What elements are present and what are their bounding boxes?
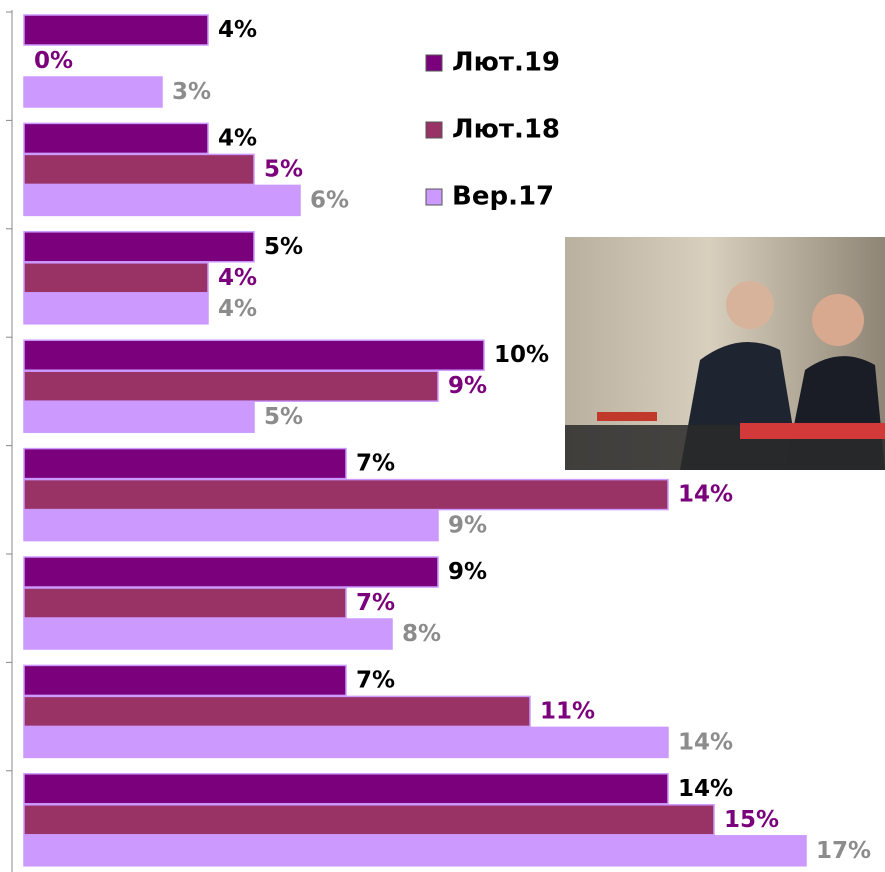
value-label: 4%: [218, 296, 257, 322]
bar: [23, 262, 209, 294]
bar: [23, 509, 439, 542]
value-label: 9%: [448, 373, 487, 399]
bar: [23, 618, 393, 650]
bar: [23, 339, 485, 371]
value-label: 5%: [264, 404, 303, 430]
bar: [23, 587, 347, 619]
bar: [23, 447, 347, 480]
value-label: 9%: [448, 513, 487, 539]
bar: [23, 695, 531, 728]
bar: [23, 76, 163, 108]
value-label: 4%: [218, 265, 257, 291]
value-label: 5%: [264, 156, 303, 182]
bar: [23, 804, 715, 836]
bar: [23, 231, 255, 263]
bar: [23, 664, 347, 697]
bar: [23, 478, 669, 511]
bar: [23, 773, 669, 805]
value-label: 5%: [264, 234, 303, 260]
bar: [23, 14, 209, 46]
value-label: 7%: [356, 451, 395, 477]
value-label: 4%: [218, 17, 257, 43]
value-label: 4%: [218, 125, 257, 151]
legend-swatch: [425, 121, 443, 139]
value-label: 17%: [816, 838, 871, 864]
value-label: 11%: [540, 698, 595, 724]
legend-label: Лют.19: [452, 48, 560, 78]
value-label: 14%: [678, 729, 733, 755]
value-label: 15%: [724, 807, 779, 833]
bar: [23, 184, 301, 217]
value-label: 7%: [356, 667, 395, 693]
legend-swatch: [425, 54, 443, 72]
bar: [23, 726, 669, 759]
bar: [23, 153, 255, 186]
legend-swatch: [425, 188, 443, 206]
value-label: 8%: [402, 621, 441, 647]
bar: [23, 835, 807, 867]
value-label: 7%: [356, 590, 395, 616]
photo: [565, 237, 885, 470]
bar: [23, 370, 439, 402]
value-label: 10%: [494, 342, 549, 368]
value-label: 0%: [34, 48, 73, 74]
legend-label: Вер.17: [452, 182, 554, 212]
bar: [23, 401, 255, 433]
bar: [23, 556, 439, 588]
value-label: 14%: [678, 482, 733, 508]
bar: [23, 122, 209, 155]
bar: [23, 293, 209, 325]
value-label: 9%: [448, 559, 487, 585]
value-label: 14%: [678, 776, 733, 802]
value-label: 3%: [172, 79, 211, 105]
value-label: 6%: [310, 187, 349, 213]
legend-label: Лют.18: [452, 115, 560, 145]
